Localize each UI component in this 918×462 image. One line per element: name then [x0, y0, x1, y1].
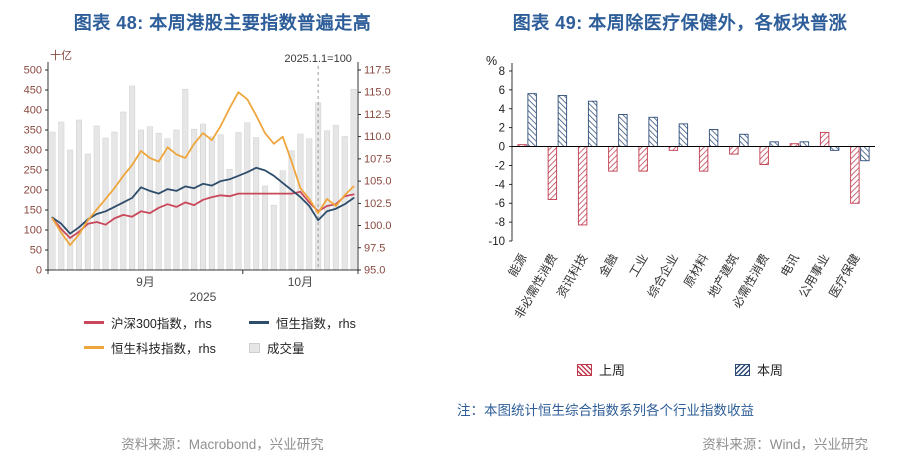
line-series-hsi	[51, 166, 355, 235]
svg-text:工业: 工业	[627, 252, 651, 280]
svg-text:-8: -8	[495, 217, 505, 229]
svg-text:107.5: 107.5	[364, 153, 392, 165]
svg-text:6: 6	[499, 85, 505, 97]
svg-text:115.0: 115.0	[364, 87, 391, 99]
svg-text:250: 250	[24, 165, 42, 177]
left-chart-axes: 0 50 100 150 200 250 300 350 400 450 500 95.0 97.5 10…	[24, 62, 392, 304]
hstech-line-swatch	[84, 346, 104, 349]
svg-text:-10: -10	[488, 236, 505, 248]
svg-text:-2: -2	[495, 160, 505, 172]
svg-text:102.5: 102.5	[364, 198, 392, 210]
csi300-line-swatch	[84, 321, 104, 324]
svg-text:110.0: 110.0	[364, 131, 391, 143]
right-source-text: 资料来源：Wind，兴业研究	[702, 437, 868, 452]
svg-text:117.5: 117.5	[364, 65, 391, 77]
left-chart-plot: 0 50 100 150 200 250 300 350 400 450 500 95.0 97.5 10…	[24, 48, 392, 304]
svg-text:50: 50	[30, 245, 42, 257]
right-chart-axes: 8 6 4 2 0 -2 -4 -6 -8 -10	[488, 63, 875, 248]
last-week-legend-label: 上周	[598, 363, 625, 378]
volume-legend-label: 成交量	[267, 342, 305, 356]
svg-text:100: 100	[24, 225, 42, 237]
svg-text:112.5: 112.5	[364, 109, 391, 121]
hstech-legend-label: 恒生科技指数，rhs	[111, 342, 216, 356]
svg-text:-4: -4	[495, 179, 506, 191]
svg-text:150: 150	[24, 205, 42, 217]
svg-text:0: 0	[36, 265, 42, 277]
bar-series-this-week	[527, 93, 870, 162]
left-source-text: 资料来源：Macrobond，兴业研究	[121, 437, 324, 452]
hsi-legend-label: 恒生指数，rhs	[276, 317, 356, 331]
bar-series-last-week	[517, 131, 860, 226]
svg-text:0: 0	[499, 142, 505, 154]
svg-text:2025: 2025	[190, 290, 217, 304]
right-chart-note: 注：本图统计恒生综合指数系列各个行业指数收益	[457, 403, 754, 418]
legend-item-this-week: 本周	[735, 360, 783, 379]
right-chart-title: 图表 49: 本周除医疗保健外，各板块普涨	[512, 13, 848, 33]
svg-text:2: 2	[499, 123, 505, 135]
volume-bar-swatch	[249, 342, 260, 353]
left-chart-legend: 沪深300指数，rhs 恒生指数，rhs 恒生科技指数，rhs 成交量	[84, 313, 356, 357]
svg-text:450: 450	[24, 85, 42, 97]
legend-item-hsi: 恒生指数，rhs	[249, 313, 356, 332]
svg-text:9月: 9月	[136, 275, 155, 289]
svg-text:金融: 金融	[595, 251, 620, 279]
svg-text:350: 350	[24, 125, 42, 137]
svg-text:95.0: 95.0	[364, 265, 385, 277]
legend-item-csi300: 沪深300指数，rhs	[84, 313, 239, 332]
svg-text:100.0: 100.0	[364, 220, 392, 232]
svg-text:105.0: 105.0	[364, 176, 392, 188]
left-chart-title: 图表 48: 本周港股主要指数普遍走高	[73, 13, 372, 33]
hsi-line-swatch	[249, 321, 269, 324]
svg-text:10月: 10月	[288, 275, 313, 289]
left-axis-unit-label: 十亿	[50, 48, 72, 62]
svg-text:300: 300	[24, 145, 42, 157]
legend-item-last-week: 上周	[576, 360, 625, 379]
legend-item-hstech: 恒生科技指数，rhs	[84, 338, 239, 357]
line-series-csi300	[51, 190, 355, 239]
rebase-annotation: 2025.1.1=100	[284, 53, 352, 65]
this-week-hatch-swatch	[735, 363, 750, 376]
svg-text:4: 4	[499, 104, 506, 116]
line-series-hstech	[51, 91, 355, 247]
svg-text:400: 400	[24, 105, 42, 117]
percent-axis-label: %	[486, 54, 497, 68]
svg-text:原材料: 原材料	[681, 252, 711, 290]
legend-item-volume: 成交量	[249, 338, 356, 357]
svg-text:能源: 能源	[506, 252, 530, 280]
volume-bars	[49, 85, 357, 271]
svg-text:-6: -6	[495, 198, 505, 210]
right-chart-legend: 上周 本周	[450, 360, 910, 379]
this-week-legend-label: 本周	[757, 363, 784, 378]
svg-text:200: 200	[24, 185, 42, 197]
csi300-legend-label: 沪深300指数，rhs	[111, 317, 212, 331]
svg-text:500: 500	[24, 65, 42, 77]
svg-text:电讯: 电讯	[778, 252, 802, 280]
svg-text:8: 8	[499, 66, 505, 78]
last-week-hatch-swatch	[576, 363, 592, 376]
svg-text:97.5: 97.5	[364, 242, 385, 254]
